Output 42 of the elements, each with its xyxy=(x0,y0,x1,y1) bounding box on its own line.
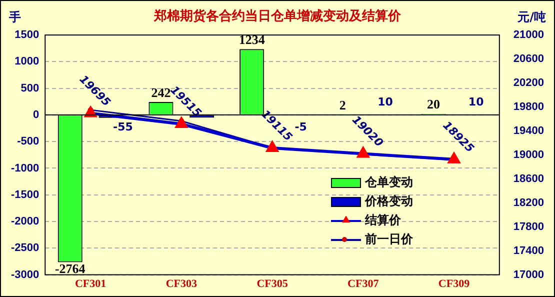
y2-tick-label: 17800 xyxy=(513,220,544,233)
chart-title: 郑棉期货各合约当日仓单增减变动及结算价 xyxy=(154,9,401,24)
y2-tick-label: 20200 xyxy=(513,76,544,89)
y-tick-label: 1000 xyxy=(14,56,40,68)
y-axis-title: 手 xyxy=(9,9,21,26)
y-tick-label: 500 xyxy=(20,82,40,94)
y-tick-label: -3000 xyxy=(10,268,40,281)
data-label: -5 xyxy=(294,120,307,134)
y2-tick-label: 19000 xyxy=(513,148,544,161)
y-tick-label: 1500 xyxy=(14,29,40,42)
legend-label: 价格变动 xyxy=(365,193,413,210)
y2-tick-label: 19800 xyxy=(513,100,544,113)
x-tick-label: CF301 xyxy=(74,278,106,290)
data-label: 1234 xyxy=(238,32,266,48)
x-tick-label: CF309 xyxy=(438,278,470,290)
y2-tick-label: 17400 xyxy=(513,244,544,257)
data-label: 10 xyxy=(378,95,394,108)
data-label: 2 xyxy=(339,98,346,113)
y2-tick-label: 21000 xyxy=(513,29,544,42)
y-tick-label: -2000 xyxy=(10,216,40,228)
data-label: -55 xyxy=(113,120,133,134)
y2-tick-label: 20600 xyxy=(513,53,544,66)
y-tick-label: 0 xyxy=(33,108,40,121)
y-tick-label: -1000 xyxy=(10,162,40,174)
legend-label: 前一日价 xyxy=(365,231,413,248)
x-tick-label: CF303 xyxy=(166,278,198,290)
y-tick-label: -1500 xyxy=(10,188,40,201)
data-label: 242 xyxy=(151,84,171,100)
data-label: -2764 xyxy=(54,261,86,276)
data-label: 10 xyxy=(468,95,484,108)
y2-tick-label: 18600 xyxy=(513,172,544,185)
y2-tick-label: 19400 xyxy=(513,124,544,137)
x-tick-label: CF307 xyxy=(348,278,380,290)
y-tick-label: -500 xyxy=(17,136,40,148)
y2-tick-label: 17000 xyxy=(513,268,544,281)
data-label: 20 xyxy=(427,96,440,112)
y2-tick-label: 18200 xyxy=(513,196,544,209)
x-tick-label: CF305 xyxy=(256,278,288,290)
y2-axis-title: 元/吨 xyxy=(518,9,546,26)
legend-label: 结算价 xyxy=(365,212,401,229)
y-tick-label: -2500 xyxy=(10,242,40,254)
legend-label: 仓单变动 xyxy=(365,174,413,191)
